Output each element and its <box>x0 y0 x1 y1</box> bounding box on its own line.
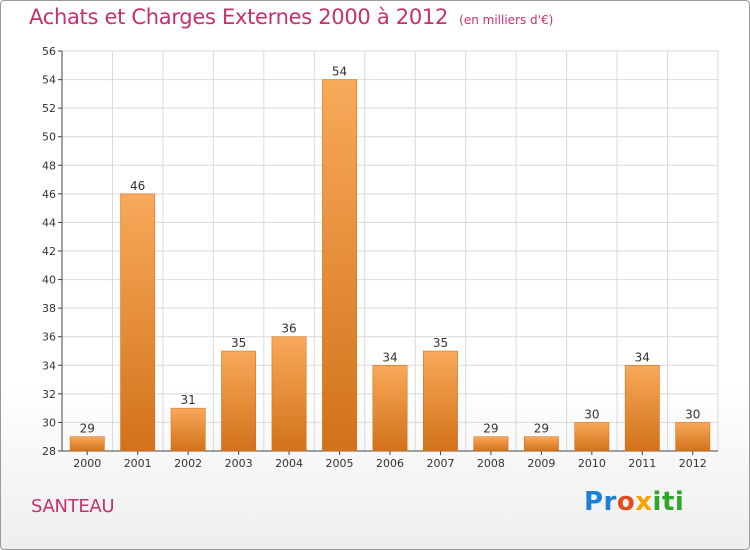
y-tick-label: 46 <box>42 188 56 201</box>
data-label: 31 <box>181 393 196 407</box>
x-tick-label: 2010 <box>578 457 606 470</box>
bar <box>120 193 156 452</box>
commune-name: SANTEAU <box>31 496 115 517</box>
logo-part: iti <box>652 487 685 517</box>
x-tick-label: 2000 <box>73 457 101 470</box>
bar <box>271 336 307 452</box>
chart-title-main: Achats et Charges Externes 2000 à 2012 <box>29 5 449 29</box>
y-tick-label: 54 <box>42 74 56 87</box>
labels: 28 30 32 34 36 38 40 42 44 46 48 50 52 54 56 29 2000 46 20… <box>42 45 707 470</box>
y-tick-label: 56 <box>42 45 56 58</box>
y-tick-label: 44 <box>42 216 56 229</box>
x-tick-label: 2008 <box>477 457 505 470</box>
x-tick-label: 2001 <box>124 457 152 470</box>
bar <box>423 350 458 452</box>
data-label: 34 <box>635 350 650 364</box>
x-tick-label: 2012 <box>679 457 707 470</box>
data-label: 54 <box>332 65 347 79</box>
data-label: 36 <box>281 322 296 336</box>
data-label: 30 <box>685 407 700 421</box>
data-label: 46 <box>130 179 145 193</box>
x-tick-label: 2005 <box>326 457 354 470</box>
bar <box>574 422 610 452</box>
y-tick-label: 32 <box>42 388 56 401</box>
y-tick-label: 30 <box>42 416 56 429</box>
y-tick-label: 52 <box>42 102 56 115</box>
bar <box>473 436 509 452</box>
data-label: 35 <box>231 336 246 350</box>
y-tick-label: 40 <box>42 274 56 287</box>
logo-part: Pr <box>584 487 617 517</box>
y-tick-label: 48 <box>42 159 56 172</box>
y-tick-label: 34 <box>42 359 56 372</box>
bar <box>624 365 660 452</box>
x-tick-label: 2002 <box>174 457 202 470</box>
x-tick-label: 2009 <box>527 457 555 470</box>
bar <box>322 79 357 452</box>
data-label: 29 <box>534 422 549 436</box>
bar <box>372 365 408 452</box>
chart-title: Achats et Charges Externes 2000 à 2012 (… <box>29 5 553 29</box>
y-tick-label: 42 <box>42 245 56 258</box>
logo-part: x <box>635 487 653 517</box>
bar <box>523 436 559 452</box>
bar <box>675 422 711 452</box>
x-tick-label: 2007 <box>426 457 454 470</box>
data-label: 29 <box>80 422 95 436</box>
x-tick-label: 2003 <box>225 457 253 470</box>
y-tick-label: 38 <box>42 302 56 315</box>
data-label: 30 <box>584 407 599 421</box>
x-tick-label: 2004 <box>275 457 303 470</box>
chart-title-unit: (en milliers d'€) <box>459 13 554 27</box>
data-label: 29 <box>483 422 498 436</box>
data-label: 34 <box>382 350 397 364</box>
x-tick-label: 2011 <box>628 457 656 470</box>
bar <box>69 436 105 452</box>
proxiti-logo: Proxiti <box>584 487 684 517</box>
y-tick-label: 36 <box>42 331 56 344</box>
x-tick-label: 2006 <box>376 457 404 470</box>
data-label: 35 <box>433 336 448 350</box>
y-tick-label: 28 <box>42 445 56 458</box>
bar <box>221 350 257 452</box>
bar <box>170 407 206 452</box>
y-tick-label: 50 <box>42 131 56 144</box>
logo-part: o <box>616 487 636 517</box>
bars <box>69 79 711 452</box>
